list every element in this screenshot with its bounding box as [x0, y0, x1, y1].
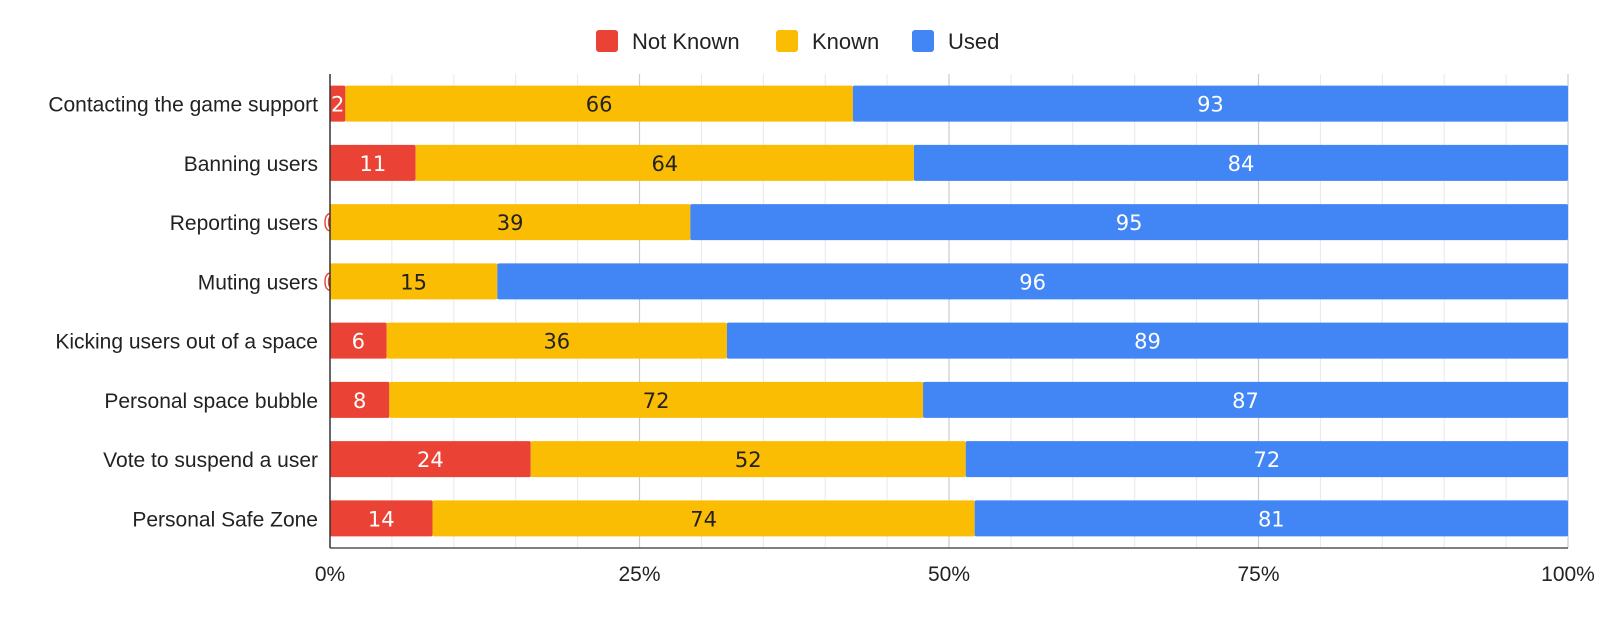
data-label-not-known-vote-to-suspend-a-user: 24	[417, 448, 444, 472]
data-label-known-vote-to-suspend-a-user: 52	[735, 448, 762, 472]
bar-not-known-vote-to-suspend-a-user	[330, 441, 531, 478]
bar-not-known-banning-users	[330, 144, 416, 181]
data-label-used-contacting-the-game-support: 93	[1197, 93, 1224, 117]
x-tick-label: 0%	[315, 563, 345, 586]
data-label-not-known-personal-safe-zone: 14	[368, 507, 395, 531]
data-label-known-reporting-users: 39	[497, 211, 524, 235]
bar-used-personal-safe-zone	[974, 500, 1568, 537]
legend-label-known: Known	[812, 29, 879, 54]
x-tick-labels: 0% 25% 50% 75% 100%	[315, 563, 1595, 586]
legend-swatch-used	[912, 30, 934, 52]
bar-used-kicking-users-out-of-a-space	[726, 322, 1568, 359]
data-label-known-contacting-the-game-support: 66	[586, 93, 613, 117]
category-label-contacting-the-game-support: Contacting the game support	[48, 94, 318, 117]
data-label-used-muting-users: 96	[1019, 270, 1046, 294]
bar-not-known-personal-space-bubble	[330, 381, 390, 418]
category-label-vote-to-suspend-a-user: Vote to suspend a user	[103, 449, 318, 472]
bar-used-personal-space-bubble	[923, 381, 1568, 418]
x-tick-label: 75%	[1237, 563, 1279, 586]
data-label-used-personal-space-bubble: 87	[1232, 389, 1259, 413]
x-tick-label: 50%	[928, 563, 970, 586]
data-label-known-personal-safe-zone: 74	[690, 507, 717, 531]
bar-known-vote-to-suspend-a-user	[530, 441, 966, 478]
legend-swatch-known	[776, 30, 798, 52]
bar-used-banning-users	[913, 144, 1568, 181]
bar-known-personal-safe-zone	[432, 500, 975, 537]
category-label-personal-space-bubble: Personal space bubble	[104, 390, 318, 413]
bar-used-vote-to-suspend-a-user	[965, 441, 1568, 478]
data-label-used-reporting-users: 95	[1116, 211, 1143, 235]
legend-label-not-known: Not Known	[632, 29, 740, 54]
data-label-known-kicking-users-out-of-a-space: 36	[543, 330, 570, 354]
data-label-used-kicking-users-out-of-a-space: 89	[1134, 330, 1161, 354]
data-label-known-personal-space-bubble: 72	[643, 389, 670, 413]
data-label-not-known-personal-space-bubble: 8	[353, 389, 366, 413]
category-label-kicking-users-out-of-a-space: Kicking users out of a space	[55, 331, 318, 354]
bar-not-known-kicking-users-out-of-a-space	[330, 322, 387, 359]
data-label-not-known-kicking-users-out-of-a-space: 6	[352, 330, 365, 354]
data-label-used-banning-users: 84	[1228, 152, 1255, 176]
bar-not-known-contacting-the-game-support	[330, 85, 346, 122]
bar-used-muting-users	[497, 263, 1568, 300]
category-label-reporting-users: Reporting users	[170, 212, 318, 235]
category-label-personal-safe-zone: Personal Safe Zone	[132, 508, 318, 531]
category-labels: Contacting the game support Banning users…	[48, 94, 318, 532]
bars: 2669311648403995015966368987287245272147…	[323, 85, 1568, 537]
legend-swatch-not-known	[596, 30, 618, 52]
legend: Not Known Known Used	[596, 29, 999, 54]
bar-not-known-personal-safe-zone	[330, 500, 433, 537]
legend-label-used: Used	[948, 29, 999, 54]
bar-used-reporting-users	[690, 204, 1568, 241]
data-label-not-known-contacting-the-game-support: 2	[331, 93, 344, 117]
axes	[329, 74, 1568, 549]
bar-known-kicking-users-out-of-a-space	[386, 322, 727, 359]
category-label-banning-users: Banning users	[184, 153, 318, 176]
bar-known-reporting-users	[330, 204, 691, 241]
data-label-not-known-banning-users: 11	[359, 152, 386, 176]
x-tick-label: 25%	[618, 563, 660, 586]
bar-known-banning-users	[415, 144, 914, 181]
bar-known-muting-users	[330, 263, 498, 300]
bar-known-contacting-the-game-support	[345, 85, 853, 122]
bar-used-contacting-the-game-support	[852, 85, 1568, 122]
category-label-muting-users: Muting users	[198, 271, 318, 294]
x-tick-label: 100%	[1541, 563, 1595, 586]
data-label-used-personal-safe-zone: 81	[1258, 507, 1285, 531]
data-label-known-muting-users: 15	[400, 270, 427, 294]
bar-known-personal-space-bubble	[389, 381, 924, 418]
data-label-used-vote-to-suspend-a-user: 72	[1253, 448, 1280, 472]
data-label-known-banning-users: 64	[651, 152, 678, 176]
